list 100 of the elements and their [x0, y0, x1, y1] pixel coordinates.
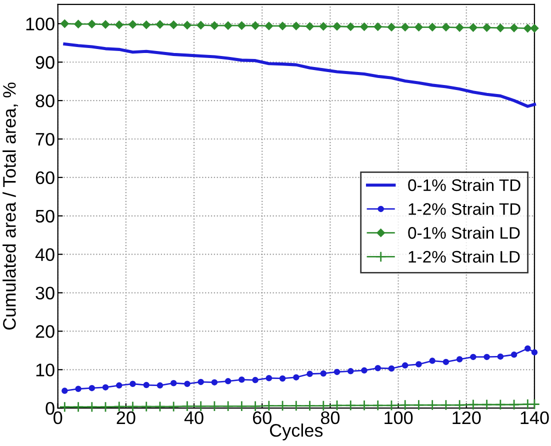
point: [279, 375, 286, 382]
point: [75, 386, 82, 392]
point: [101, 20, 110, 29]
point: [510, 352, 518, 358]
point: [358, 400, 370, 411]
x-tick-label: 80: [320, 411, 340, 424]
point: [360, 22, 368, 31]
point: [169, 20, 178, 29]
point: [304, 400, 316, 412]
point: [454, 399, 466, 411]
point: [224, 378, 232, 384]
point: [531, 349, 538, 356]
point: [442, 358, 450, 366]
point: [250, 400, 261, 412]
point: [496, 24, 505, 32]
point: [334, 368, 340, 376]
point: [400, 399, 411, 411]
y-tick-label: 100: [26, 18, 54, 30]
y-tick-label: 0: [46, 402, 54, 415]
point: [469, 23, 478, 32]
point: [168, 400, 180, 412]
point: [128, 20, 137, 29]
point: [345, 400, 356, 411]
y-tick-label: 70: [36, 132, 54, 146]
x-tick-label: 20: [116, 411, 136, 424]
legend-label: 1-2% Strain TD: [408, 202, 520, 215]
x-tick-label: 100: [384, 411, 413, 424]
point: [348, 368, 354, 374]
point: [60, 20, 69, 28]
point: [238, 376, 245, 383]
point: [482, 23, 491, 32]
y-tick-label: 40: [35, 248, 54, 262]
point: [143, 382, 150, 388]
point: [456, 356, 463, 362]
point: [59, 401, 70, 412]
point: [387, 23, 396, 32]
point: [416, 361, 422, 368]
point: [306, 370, 313, 378]
point: [210, 21, 219, 30]
point: [208, 400, 220, 412]
point: [386, 400, 398, 411]
point: [72, 401, 84, 412]
point: [402, 362, 408, 369]
point: [263, 400, 274, 412]
point: [115, 20, 124, 29]
y-tick-label: 10: [36, 364, 54, 376]
point: [530, 24, 539, 32]
point: [276, 400, 288, 412]
line-series: [63, 42, 536, 108]
point: [184, 380, 190, 387]
point: [468, 399, 479, 410]
point: [508, 399, 520, 410]
point: [388, 365, 395, 372]
point: [222, 400, 234, 412]
x-tick-label: 140: [520, 411, 549, 424]
y-tick-label: 20: [36, 325, 54, 338]
y-tick-label: 60: [36, 171, 54, 184]
point: [524, 24, 532, 32]
point: [182, 400, 193, 412]
point: [484, 354, 490, 360]
x-tick-label: 120: [452, 411, 481, 424]
point: [455, 23, 464, 32]
point: [470, 354, 476, 360]
point: [318, 400, 329, 412]
point: [293, 374, 300, 380]
point: [292, 22, 300, 30]
point: [156, 20, 164, 29]
point: [62, 388, 68, 394]
point: [142, 20, 150, 29]
y-axis-title: Cumulated area / Total area, %: [2, 82, 18, 330]
point: [196, 21, 205, 30]
point: [88, 20, 96, 28]
point: [130, 380, 136, 387]
point: [252, 376, 258, 384]
point: [481, 399, 492, 410]
point: [198, 378, 204, 386]
point: [211, 379, 218, 386]
point: [331, 400, 343, 411]
point: [374, 22, 382, 31]
point: [400, 23, 410, 32]
point: [116, 382, 122, 389]
point: [224, 21, 232, 30]
point: [510, 24, 518, 32]
point: [497, 353, 504, 360]
point: [127, 400, 138, 412]
point: [494, 399, 506, 410]
point: [290, 400, 302, 412]
point: [332, 22, 342, 31]
legend-label: 0-1% Strain TD: [408, 178, 520, 192]
point: [442, 23, 450, 32]
point: [413, 399, 424, 411]
point: [440, 399, 452, 411]
point: [238, 21, 246, 30]
point: [251, 21, 260, 30]
legend-label: 0-1% Strain LD: [408, 226, 520, 239]
point: [429, 358, 436, 364]
point: [414, 23, 423, 32]
point: [86, 401, 98, 412]
y-tick-label: 50: [36, 210, 54, 223]
point: [156, 382, 164, 389]
